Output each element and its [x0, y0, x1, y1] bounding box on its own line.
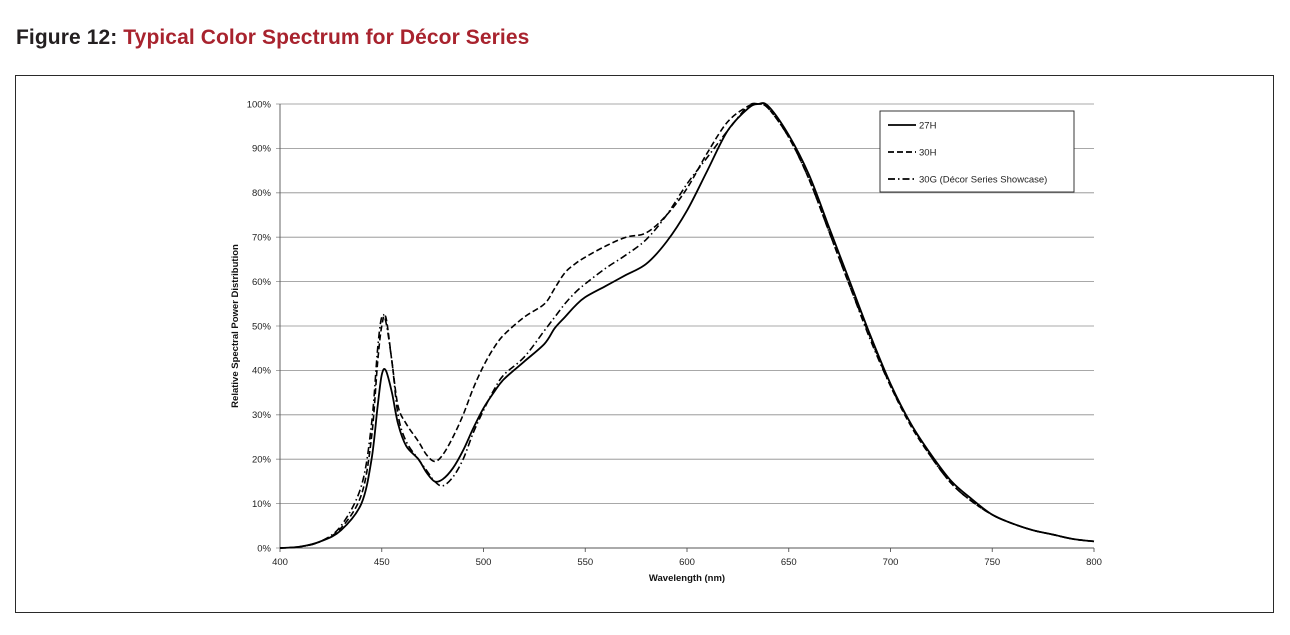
y-tick-label: 70%: [252, 233, 272, 244]
legend-label: 27H: [919, 120, 937, 131]
legend: 27H 30H 30G (Décor Series Showcase): [879, 110, 1075, 193]
figure-number: Figure 12:: [16, 26, 118, 49]
x-tick-label: 550: [577, 557, 593, 568]
y-tick-label: 20%: [252, 455, 272, 466]
legend-label: 30H: [919, 147, 937, 158]
y-tick-label: 40%: [252, 366, 272, 377]
series-line-27h: [279, 102, 1095, 549]
x-tick-label: 650: [781, 557, 797, 568]
x-tick-label: 700: [883, 557, 899, 568]
legend-box: [879, 110, 1075, 193]
axes: 0% 10% 20% 30% 40% 50% 60% 70% 80% 90% 100% 400 450 5…: [247, 99, 1102, 568]
x-tick-label: 800: [1086, 557, 1102, 568]
y-tick-label: 50%: [252, 321, 272, 332]
x-tick-label: 600: [679, 557, 695, 568]
figure-name: Typical Color Spectrum for Décor Series: [123, 26, 530, 49]
legend-label: 30G (Décor Series Showcase): [919, 174, 1047, 185]
y-axis-title: Relative Spectral Power Distribution: [230, 244, 241, 408]
x-tick-label: 400: [272, 557, 288, 568]
y-tick-label: 0%: [257, 543, 271, 554]
y-tick-label: 90%: [252, 144, 272, 155]
y-tick-label: 60%: [252, 277, 272, 288]
y-tick-label: 80%: [252, 188, 272, 199]
figure-title: Figure 12: Typical Color Spectrum for Dé…: [16, 26, 529, 50]
y-tick-label: 30%: [252, 410, 272, 421]
series-line-30g: [279, 102, 1095, 549]
x-tick-label: 500: [476, 557, 492, 568]
x-axis-title: Wavelength (nm): [649, 573, 725, 584]
x-tick-label: 750: [984, 557, 1000, 568]
chart-frame: [15, 75, 1274, 613]
series-lines: [279, 102, 1095, 549]
x-tick-label: 450: [374, 557, 390, 568]
y-tick-label: 10%: [252, 499, 272, 510]
y-tick-label: 100%: [247, 99, 272, 110]
